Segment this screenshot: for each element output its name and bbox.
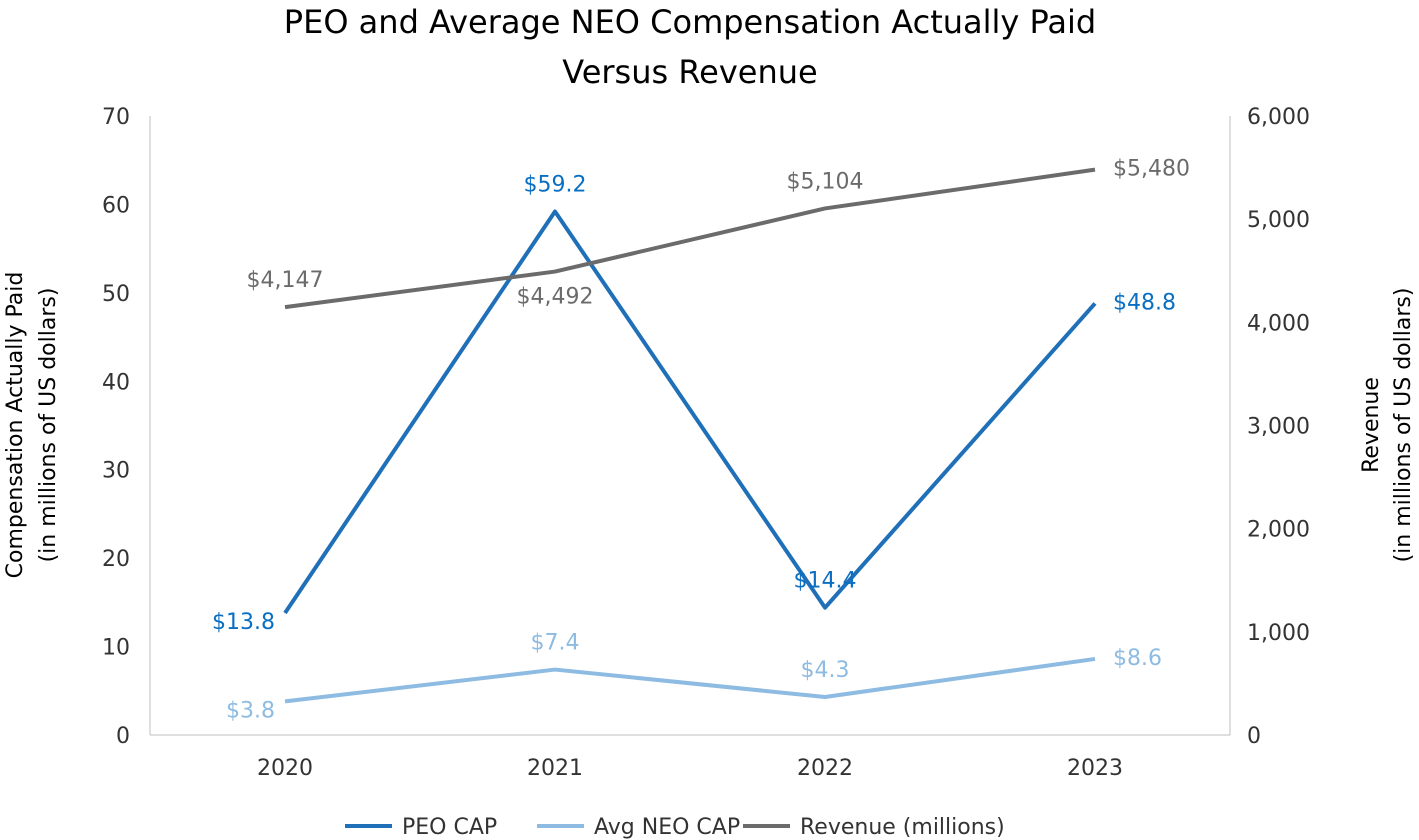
left-tick-label: 60 [102,193,130,218]
chart-title-line-1: PEO and Average NEO Compensation Actuall… [284,3,1096,41]
legend-label: PEO CAP [402,815,497,840]
data-label: $4.3 [801,658,850,683]
right-tick-label: 6,000 [1247,105,1310,130]
data-label: $3.8 [226,698,275,723]
data-label: $13.8 [212,610,275,635]
data-label: $7.4 [531,631,580,656]
left-axis-title-line-1: Compensation Actually Paid [3,272,28,579]
right-tick-label: 1,000 [1247,621,1310,646]
right-tick-label: 2,000 [1247,518,1310,543]
right-tick-label: 3,000 [1247,415,1310,440]
right-tick-label: 4,000 [1247,311,1310,336]
right-axis-title-line-1: Revenue [1359,377,1384,473]
data-label: $8.6 [1113,646,1162,671]
left-tick-label: 20 [102,547,130,572]
x-tick-label: 2020 [257,756,313,781]
left-tick-label: 10 [102,636,130,661]
series-line-avg-neo-cap [284,656,1096,704]
left-tick-label: 70 [102,105,130,130]
data-label: $59.2 [524,173,587,198]
right-tick-label: 5,000 [1247,208,1310,233]
left-axis-title-line-2: (in millions of US dollars) [36,288,61,563]
data-label: $5,104 [787,169,864,194]
data-label: $48.8 [1113,290,1176,315]
chart-title-line-2: Versus Revenue [562,53,817,91]
data-label: $14.4 [794,569,857,594]
right-axis-title-line-2: (in millions of US dollars) [1391,288,1416,563]
x-tick-label: 2021 [527,756,583,781]
left-tick-label: 40 [102,370,130,395]
x-tick-label: 2023 [1067,756,1123,781]
left-tick-label: 0 [116,724,130,749]
series-line-peo-cap [283,209,1097,615]
left-tick-label: 30 [102,459,130,484]
x-tick-label: 2022 [797,756,853,781]
series-line-revenue-millions- [284,167,1096,310]
left-tick-label: 50 [102,282,130,307]
data-label: $5,480 [1113,157,1190,182]
right-tick-label: 0 [1247,724,1261,749]
data-label: $4,492 [517,285,594,310]
legend-label: Avg NEO CAP [594,815,740,840]
data-label: $4,147 [247,268,324,293]
legend-label: Revenue (millions) [800,815,1005,840]
